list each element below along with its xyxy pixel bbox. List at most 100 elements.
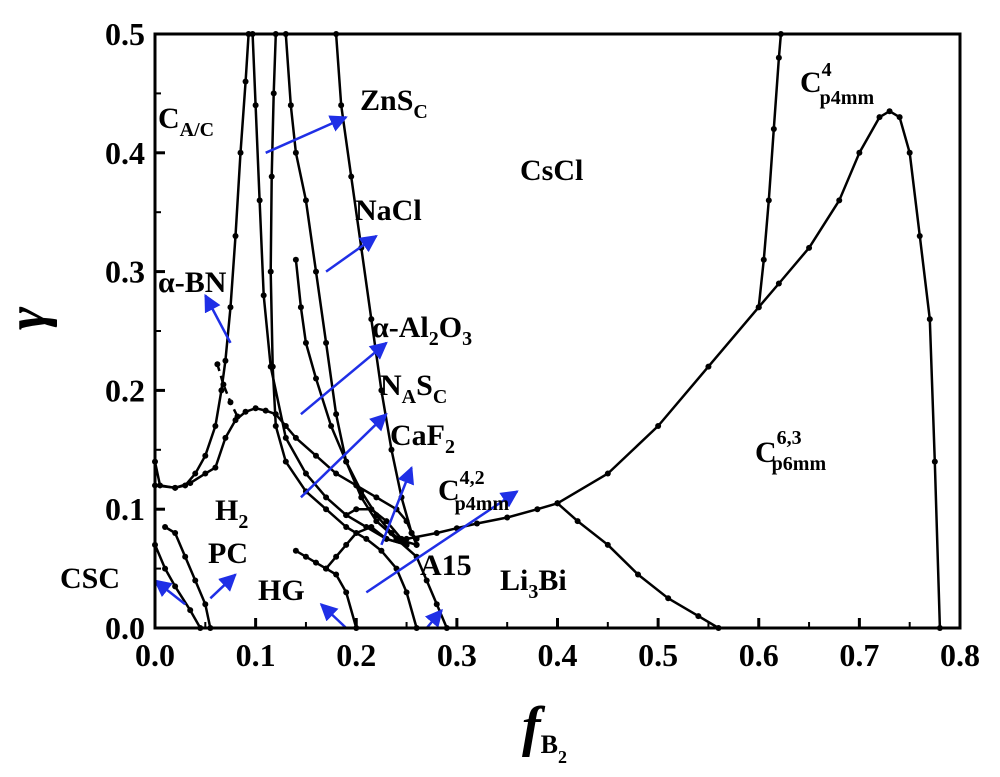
label-alpha-al2o3: α-Al2O3 [372, 311, 472, 350]
boundary-point-14-3 [474, 520, 480, 527]
label-arrow-7 [153, 579, 186, 606]
x-tick-label: 0.2 [336, 637, 376, 673]
boundary-point-14-1 [433, 529, 440, 536]
boundary-point-2-12 [292, 434, 299, 441]
label-nacl: NaCl [355, 194, 422, 227]
boundary-point-7-4 [328, 423, 335, 430]
boundary-point-2-7 [242, 408, 249, 415]
boundary-point-4-1 [252, 102, 259, 109]
boundary-point-1-2 [227, 399, 234, 406]
boundary-point-2-16 [373, 494, 380, 501]
boundary-point-13-0 [393, 535, 400, 542]
label-hg: HG [258, 574, 305, 607]
boundary-point-6-5 [378, 387, 385, 394]
y-tick-label: 0.5 [105, 16, 145, 52]
boundary-point-11-2 [343, 541, 350, 548]
boundary-point-15-10 [886, 108, 893, 115]
y-axis-ticks: 0.0 0.1 0.2 0.3 0.4 0.5 [105, 16, 165, 646]
boundary-point-7-5 [343, 458, 350, 465]
label-csc: CSC [60, 562, 120, 595]
phase-boundaries [152, 31, 943, 631]
label-arrow-10 [424, 608, 443, 629]
label-pc: PC [208, 537, 248, 570]
boundary-point-15-3 [705, 363, 712, 370]
label-caf2: CaF2 [390, 419, 455, 458]
boundary-point-3-13 [403, 589, 410, 596]
boundary-point-0-7 [218, 387, 225, 394]
label-a15: A15 [420, 549, 472, 582]
boundary-point-4-6 [302, 470, 309, 477]
boundary-point-15-12 [906, 149, 913, 156]
boundary-point-15-2 [655, 423, 662, 430]
boundary-point-5-9 [373, 518, 380, 525]
boundary-point-3-1 [270, 90, 277, 97]
boundary-point-11-1 [333, 553, 340, 560]
boundary-point-9-2 [172, 583, 179, 590]
boundary-point-9-1 [162, 565, 169, 572]
boundary-point-17-4 [775, 54, 782, 61]
boundary-point-16-5 [695, 613, 702, 620]
boundary-point-15-14 [926, 316, 933, 323]
boundary-point-5-2 [292, 149, 299, 156]
label-h2: H2 [215, 494, 248, 533]
boundary-point-8-4 [202, 601, 209, 608]
label-li3bi: Li3Bi [500, 564, 567, 603]
boundary-point-2-9 [262, 407, 269, 414]
boundary-point-15-9 [876, 114, 883, 121]
boundary-point-4-3 [260, 292, 267, 299]
boundary-point-2-5 [222, 434, 229, 441]
boundary-point-7-0 [292, 256, 299, 263]
boundary-point-0-11 [237, 149, 244, 156]
x-tick-label: 0.0 [135, 637, 175, 673]
label-cscl: CsCl [520, 154, 583, 187]
boundary-point-4-5 [282, 434, 289, 441]
boundary-point-2-2 [187, 480, 194, 487]
label-arrows [153, 115, 519, 629]
boundary-line-5 [284, 33, 417, 546]
boundary-point-15-6 [806, 244, 813, 251]
boundary-point-2-1 [172, 484, 179, 491]
boundary-point-12-3 [383, 518, 390, 525]
x-tick-label: 0.5 [638, 637, 678, 673]
boundary-point-14-5 [534, 506, 541, 513]
boundary-point-0-10 [232, 232, 239, 239]
x-tick-label: 0.6 [739, 637, 779, 673]
boundary-point-3-3 [267, 268, 274, 275]
boundary-point-6-4 [368, 316, 375, 323]
boundary-point-2-13 [313, 452, 319, 459]
boundary-line-11 [325, 525, 407, 570]
boundary-point-9-3 [187, 607, 194, 614]
boundary-point-16-2 [604, 541, 611, 548]
boundary-point-15-15 [931, 458, 938, 465]
boundary-point-12-0 [343, 512, 350, 519]
boundary-point-1-1 [220, 381, 227, 388]
boundary-point-2-14 [333, 470, 340, 477]
boundary-point-11-4 [368, 524, 375, 531]
boundary-point-16-4 [665, 595, 672, 602]
boundary-point-4-4 [267, 363, 274, 370]
boundary-point-15-7 [836, 197, 843, 204]
boundary-point-11-3 [353, 529, 360, 536]
boundary-point-14-0 [403, 535, 410, 542]
boundary-point-17-0 [755, 304, 762, 311]
boundary-point-1-0 [214, 361, 221, 368]
boundary-point-0-9 [227, 304, 234, 311]
boundary-point-16-0 [554, 500, 561, 507]
x-tick-label: 0.7 [839, 637, 879, 673]
boundary-point-15-5 [775, 280, 782, 287]
boundary-line-8 [164, 525, 212, 629]
boundary-line-7 [294, 259, 408, 546]
boundary-point-7-1 [297, 304, 304, 311]
x-tick-label: 0.4 [538, 637, 578, 673]
label-arrow-8 [209, 573, 237, 600]
label-nasc: NASC [380, 369, 447, 408]
x-axis-ticks: 0.0 0.1 0.2 0.3 0.4 0.5 0.6 0.7 0.8 [135, 618, 980, 673]
boundary-point-16-1 [574, 518, 581, 525]
boundary-point-0-4 [192, 470, 199, 477]
boundary-point-17-1 [760, 256, 767, 263]
boundary-point-5-1 [287, 102, 294, 109]
boundary-point-7-2 [302, 339, 309, 346]
label-c4: C4 p4mm [800, 59, 874, 109]
boundary-point-5-3 [302, 197, 309, 204]
